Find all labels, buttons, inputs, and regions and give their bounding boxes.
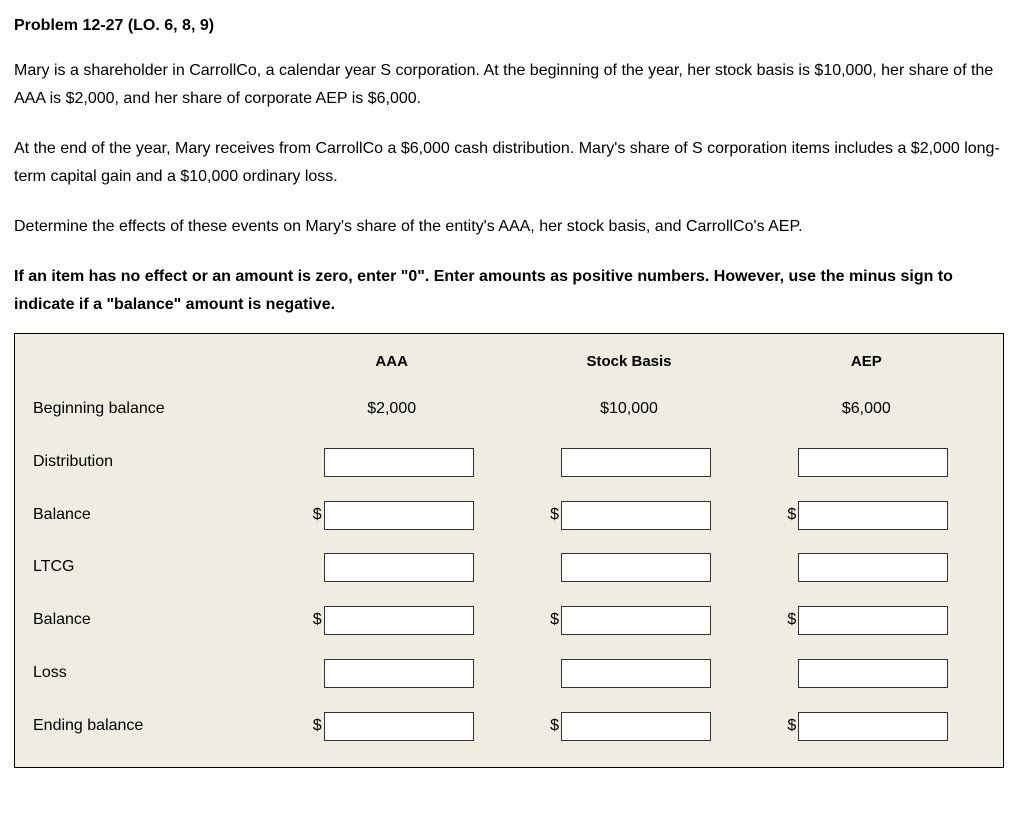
row-label: LTCG — [33, 541, 273, 594]
cell-input-wrap: $ — [273, 491, 510, 540]
cell-value: $10,000 — [510, 385, 747, 434]
row-label: Balance — [33, 489, 273, 542]
worksheet-input[interactable] — [798, 501, 948, 530]
cell-input-wrap — [748, 543, 985, 592]
worksheet-grid: AAAStock BasisAEP Beginning balance$2,000… — [33, 344, 985, 753]
dollar-sign: $ — [310, 608, 322, 633]
cell-input-wrap — [510, 438, 747, 487]
worksheet-input[interactable] — [798, 553, 948, 582]
cell-input-wrap — [273, 438, 510, 487]
cell-input-wrap: $ — [273, 702, 510, 751]
problem-instructions: If an item has no effect or an amount is… — [14, 263, 1004, 319]
cell-input-wrap: $ — [273, 596, 510, 645]
column-header: AEP — [748, 344, 985, 383]
cell-input-wrap — [748, 649, 985, 698]
row-label: Ending balance — [33, 700, 273, 753]
dollar-sign: $ — [784, 714, 796, 739]
row-label: Loss — [33, 647, 273, 700]
worksheet-input[interactable] — [798, 712, 948, 741]
worksheet-input[interactable] — [324, 553, 474, 582]
worksheet-input[interactable] — [561, 712, 711, 741]
problem-paragraph-2: At the end of the year, Mary receives fr… — [14, 135, 1004, 191]
column-header: Stock Basis — [510, 344, 747, 383]
worksheet-input[interactable] — [324, 448, 474, 477]
cell-value: $2,000 — [273, 385, 510, 434]
dollar-sign: $ — [547, 608, 559, 633]
worksheet-input[interactable] — [561, 659, 711, 688]
cell-input-wrap: $ — [510, 702, 747, 751]
dollar-sign: $ — [784, 503, 796, 528]
cell-input-wrap — [510, 649, 747, 698]
worksheet-input[interactable] — [561, 501, 711, 530]
column-header: AAA — [273, 344, 510, 383]
worksheet-input[interactable] — [561, 448, 711, 477]
cell-input-wrap — [273, 649, 510, 698]
worksheet-input[interactable] — [324, 606, 474, 635]
worksheet-input[interactable] — [798, 448, 948, 477]
dollar-sign: $ — [310, 714, 322, 739]
problem-paragraph-3: Determine the effects of these events on… — [14, 213, 1004, 241]
cell-input-wrap: $ — [748, 596, 985, 645]
cell-input-wrap — [510, 543, 747, 592]
dollar-sign: $ — [784, 608, 796, 633]
row-label: Beginning balance — [33, 383, 273, 436]
cell-input-wrap: $ — [748, 702, 985, 751]
worksheet-input[interactable] — [324, 712, 474, 741]
worksheet-input[interactable] — [798, 659, 948, 688]
worksheet-input[interactable] — [324, 659, 474, 688]
worksheet-panel: AAAStock BasisAEP Beginning balance$2,000… — [14, 333, 1004, 768]
worksheet-input[interactable] — [324, 501, 474, 530]
cell-value: $6,000 — [748, 385, 985, 434]
worksheet-input[interactable] — [798, 606, 948, 635]
cell-input-wrap: $ — [748, 491, 985, 540]
problem-title: Problem 12-27 (LO. 6, 8, 9) — [14, 14, 1004, 39]
cell-input-wrap: $ — [510, 596, 747, 645]
cell-input-wrap — [273, 543, 510, 592]
worksheet-input[interactable] — [561, 606, 711, 635]
row-label: Distribution — [33, 436, 273, 489]
row-label: Balance — [33, 594, 273, 647]
dollar-sign: $ — [310, 503, 322, 528]
dollar-sign: $ — [547, 503, 559, 528]
cell-input-wrap — [748, 438, 985, 487]
problem-paragraph-1: Mary is a shareholder in CarrollCo, a ca… — [14, 57, 1004, 113]
dollar-sign: $ — [547, 714, 559, 739]
cell-input-wrap: $ — [510, 491, 747, 540]
worksheet-input[interactable] — [561, 553, 711, 582]
